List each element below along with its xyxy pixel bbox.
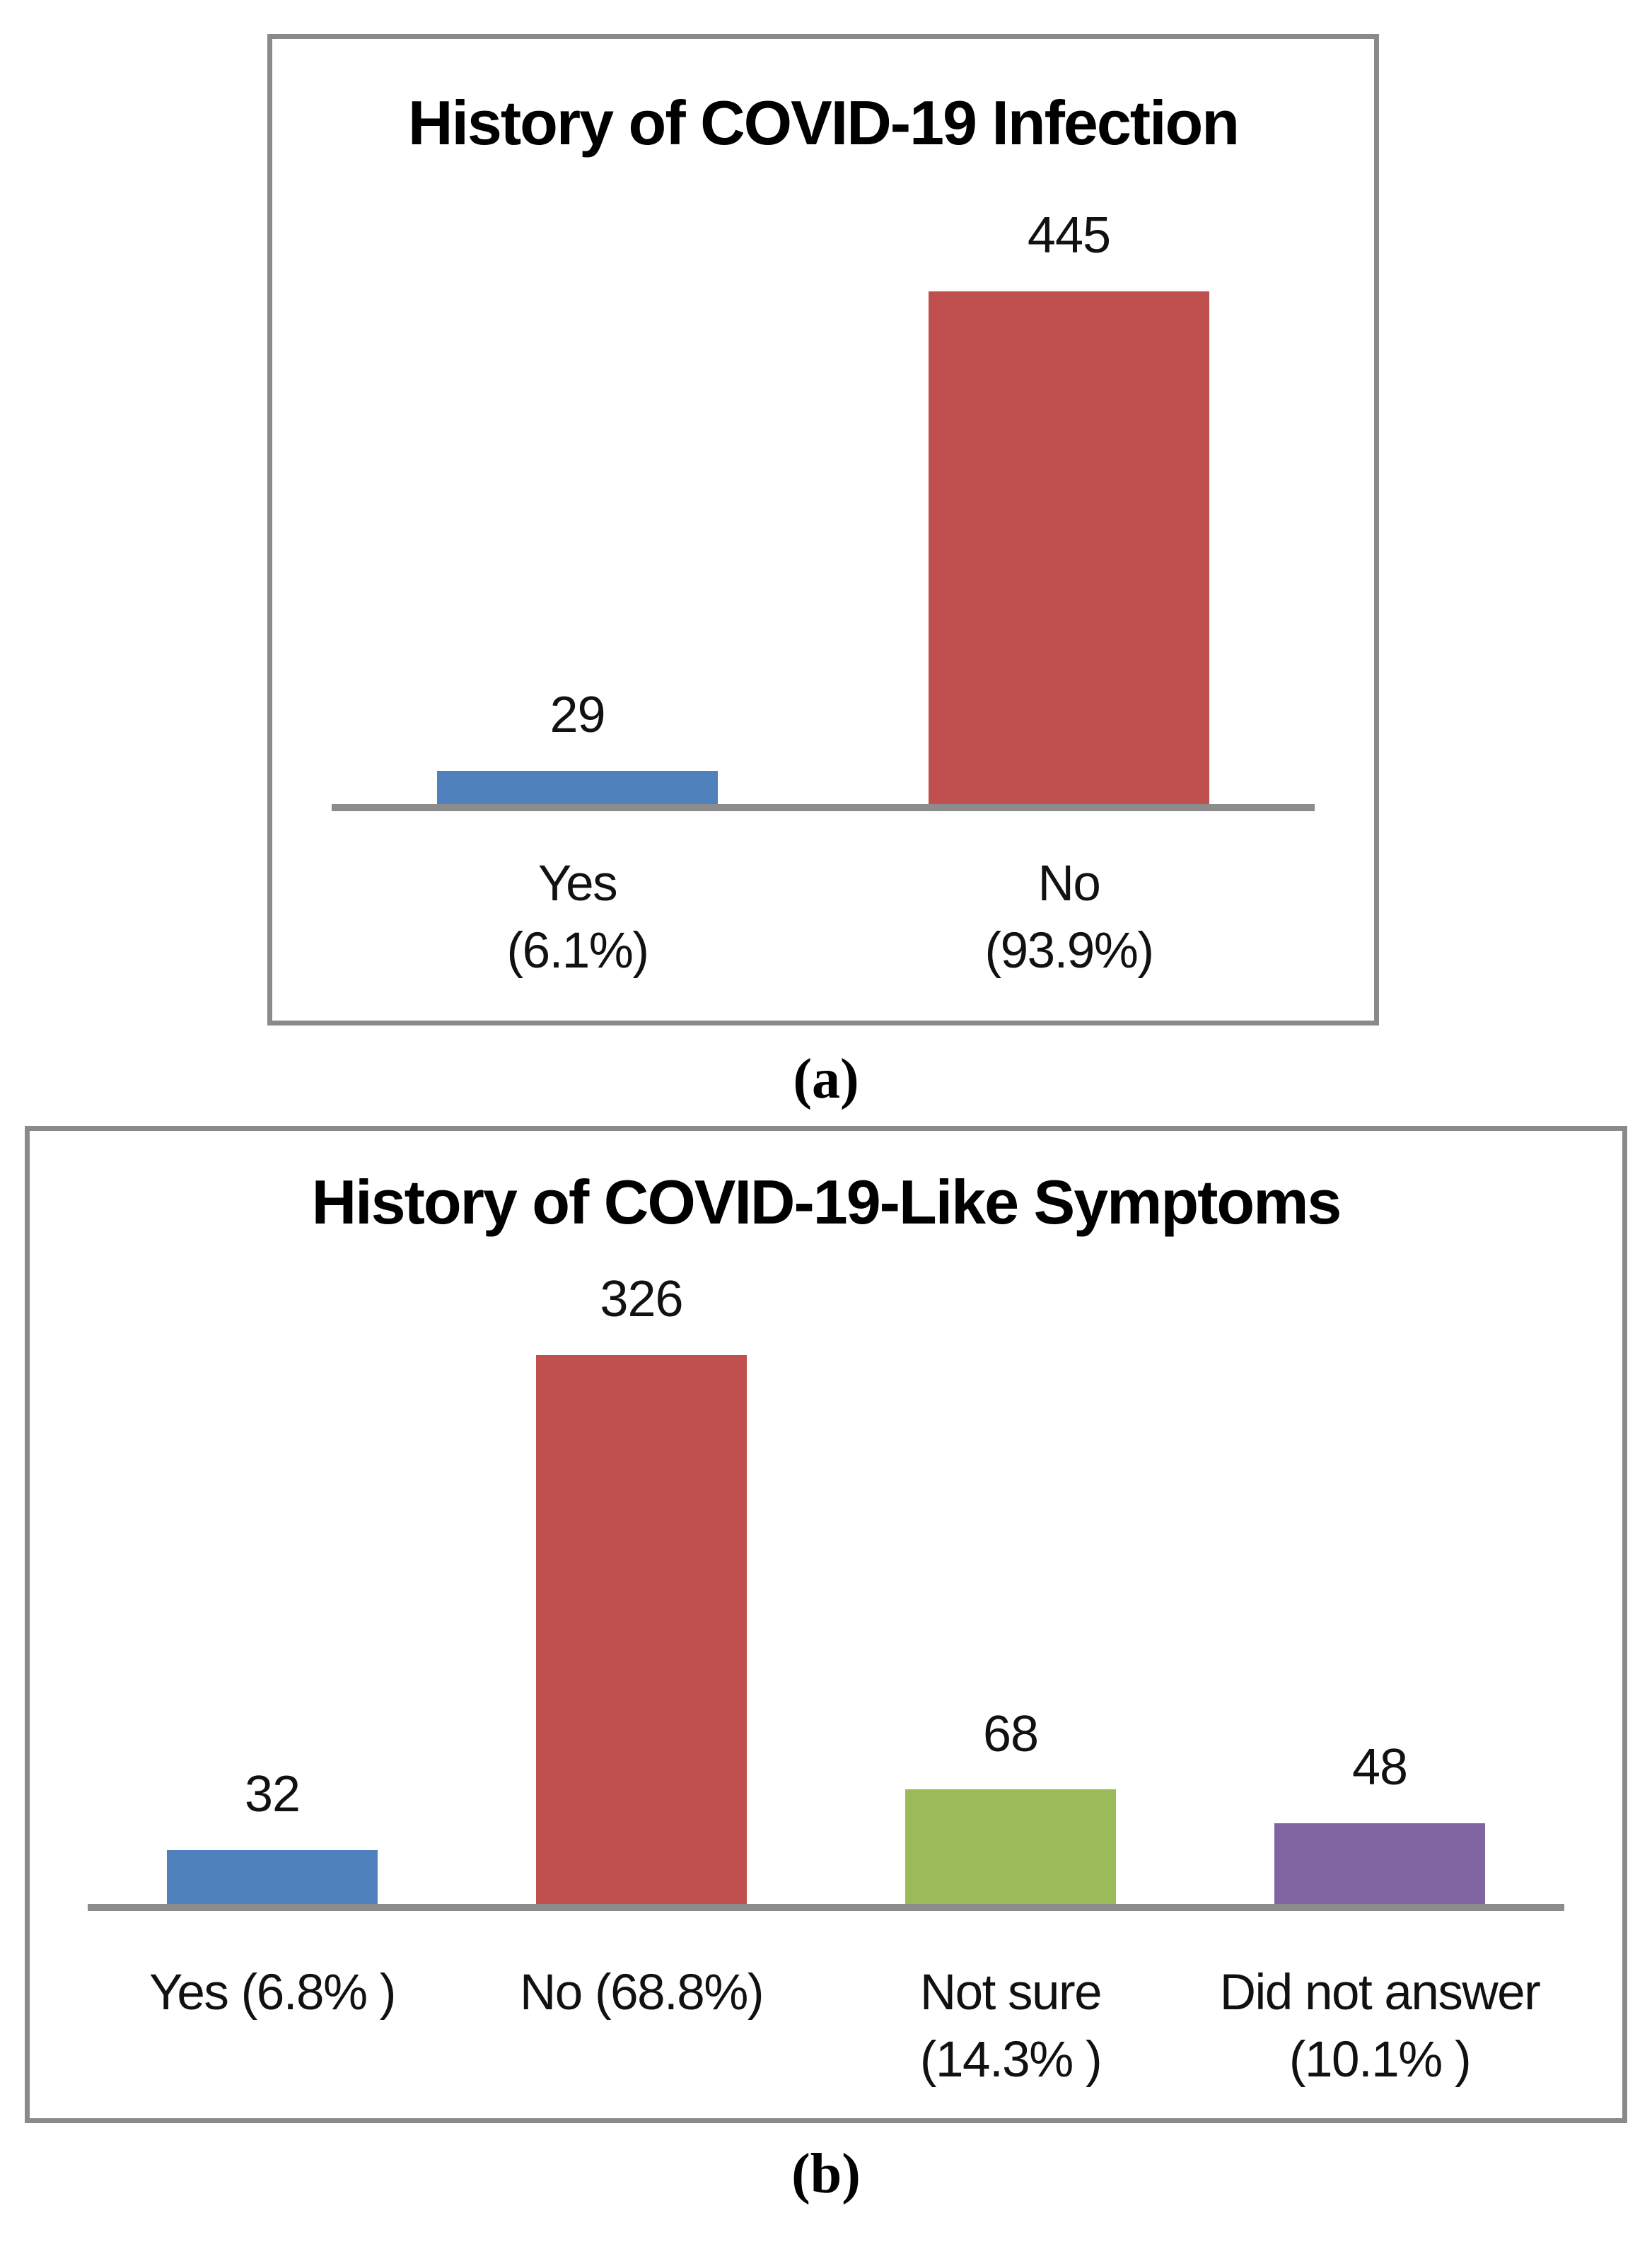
x-axis-category-label: Did not answer (10.1% ) (1219, 1965, 1541, 2088)
bar (905, 1789, 1116, 1905)
plot-area: 29 445 (332, 207, 1315, 805)
chart-a-title: History of COVID-19 Infection (407, 88, 1240, 158)
bar-value-label: 326 (600, 1271, 683, 1328)
bar-value-label: 48 (1351, 1739, 1408, 1796)
x-axis-category-label: Yes (6.1%) (506, 856, 649, 980)
bar-group: 445 (823, 207, 1315, 805)
bar-value-label: 445 (1027, 207, 1111, 265)
figure-caption-b: (b) (791, 2143, 861, 2205)
figure-caption-a: (a) (793, 1048, 859, 1110)
bar (167, 1849, 378, 1905)
x-axis-category-label: Not sure (14.3% ) (919, 1965, 1103, 2088)
bar-value-label: 29 (549, 687, 605, 744)
bar-value-label: 68 (982, 1705, 1039, 1762)
x-axis-category-label: No (93.9%) (984, 856, 1154, 980)
x-axis-category-label: No (68.8%) (519, 1965, 764, 2021)
x-axis-labels: Yes (6.8% ) No (68.8%) Not sure (14.3% ) Did… (88, 1959, 1564, 2093)
bar-group: 68 (826, 1273, 1195, 1905)
x-axis-line (332, 804, 1315, 812)
x-axis-labels: Yes (6.1%) No (93.9%) (332, 850, 1315, 984)
x-axis-line (88, 1904, 1564, 1912)
bar-group: 326 (457, 1271, 826, 1905)
bar (929, 291, 1209, 805)
bar (1274, 1823, 1485, 1905)
chart-panel-b: History of COVID-19-Like Symptoms 32 326 6… (25, 1126, 1627, 2123)
bar-group: 32 (88, 1273, 457, 1905)
bar-value-label: 32 (244, 1766, 301, 1823)
plot-area: 32 326 68 48 (88, 1271, 1564, 1905)
chart-panel-a: History of COVID-19 Infection 29 445 Yes(… (267, 34, 1379, 1025)
bar (536, 1354, 747, 1905)
bar-group: 29 (332, 207, 823, 805)
x-axis-category-label: Yes (6.8% ) (149, 1965, 396, 2021)
bar-group: 48 (1195, 1273, 1564, 1905)
bar (437, 770, 718, 805)
chart-b-title: History of COVID-19-Like Symptoms (311, 1167, 1342, 1237)
